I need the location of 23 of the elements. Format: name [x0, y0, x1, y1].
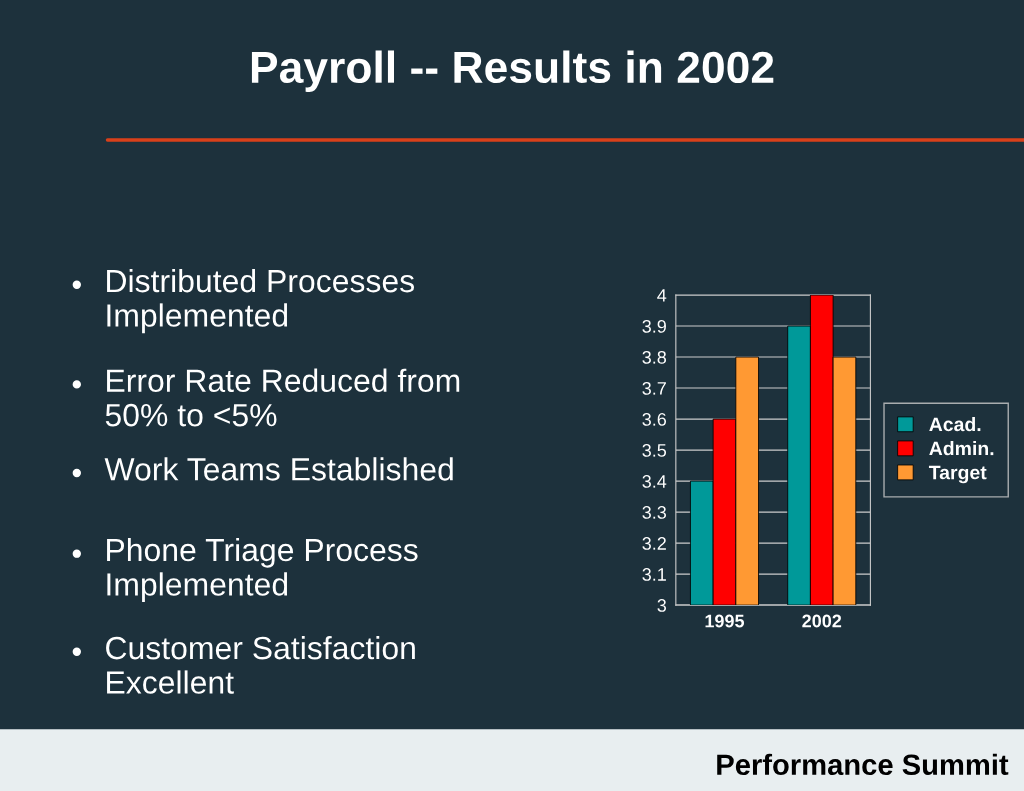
text: Phone Triage Process Implemented [107, 537, 418, 603]
y-tick-label: 3.4 [642, 475, 667, 488]
x-tick-label: 1995 [705, 614, 745, 628]
y-tick-label: 3.2 [642, 537, 666, 550]
y-tick-label: 3.3 [642, 506, 667, 519]
text: Distributed Processes Implemented [107, 268, 414, 334]
y-tick-label: 3.6 [642, 413, 667, 426]
x-tick-label: 2002 [802, 614, 842, 628]
text: Performance Summit [717, 753, 1009, 776]
legend-label: Target [928, 465, 987, 484]
legend-label: Acad. [929, 416, 981, 432]
text: Work Teams Established [104, 457, 453, 481]
y-tick-label: 3.1 [642, 568, 666, 581]
y-tick-label: 3.5 [642, 444, 667, 457]
text: Error Rate Reduced from 50% to <5% [105, 368, 460, 427]
chart-title: Payroll -- Results in 2002 [251, 50, 774, 92]
y-tick-label: 3 [657, 599, 667, 612]
y-tick-label: 3.8 [642, 350, 667, 364]
y-tick-label: 4 [657, 289, 667, 302]
y-tick-label: 3.9 [642, 319, 666, 333]
legend-label: Admin. [929, 441, 994, 456]
text: Customer Satisfaction Excellent [106, 635, 415, 694]
y-tick-label: 3.7 [642, 382, 666, 395]
